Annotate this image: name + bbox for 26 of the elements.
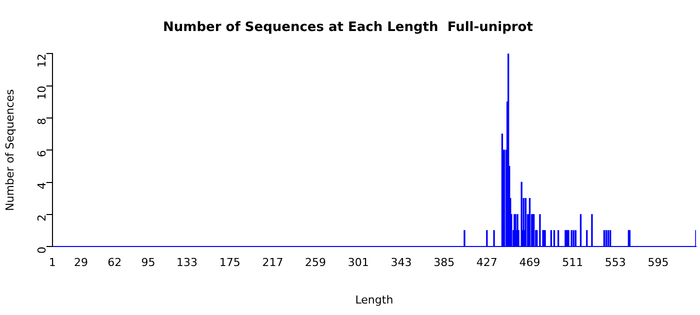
x-tick-label: 29 xyxy=(74,256,88,270)
x-tick-label: 427 xyxy=(476,256,498,270)
x-tick-label: 511 xyxy=(562,256,584,270)
x-tick-label: 95 xyxy=(141,256,156,270)
y-tick-label: 8 xyxy=(35,118,48,125)
x-tick-label: 595 xyxy=(648,256,669,270)
x-tick-label: 175 xyxy=(219,256,240,270)
y-tick-label: 12 xyxy=(35,54,48,68)
y-tick-label: 10 xyxy=(35,86,48,100)
x-tick-label: 343 xyxy=(390,256,412,270)
chart-title: Number of Sequences at Each Length Full-uniprot xyxy=(163,20,533,36)
x-tick-label: 385 xyxy=(434,256,455,270)
x-tick-label: 301 xyxy=(348,256,369,270)
y-tick-label: 4 xyxy=(35,182,48,190)
x-tick-label: 133 xyxy=(176,256,198,270)
y-tick-label: 0 xyxy=(35,246,48,254)
x-tick-label: 469 xyxy=(519,256,540,270)
x-tick-label: 217 xyxy=(262,256,284,270)
x-tick-label: 553 xyxy=(604,256,626,270)
x-tick-label: 259 xyxy=(305,256,326,270)
y-axis-title: Number of Sequences xyxy=(3,88,16,211)
x-tick-label: 1 xyxy=(48,256,56,270)
y-tick-label: 6 xyxy=(35,150,48,158)
x-axis-title: Length xyxy=(355,293,394,306)
x-tick-label: 62 xyxy=(108,256,122,270)
y-tick-label: 2 xyxy=(35,214,48,222)
